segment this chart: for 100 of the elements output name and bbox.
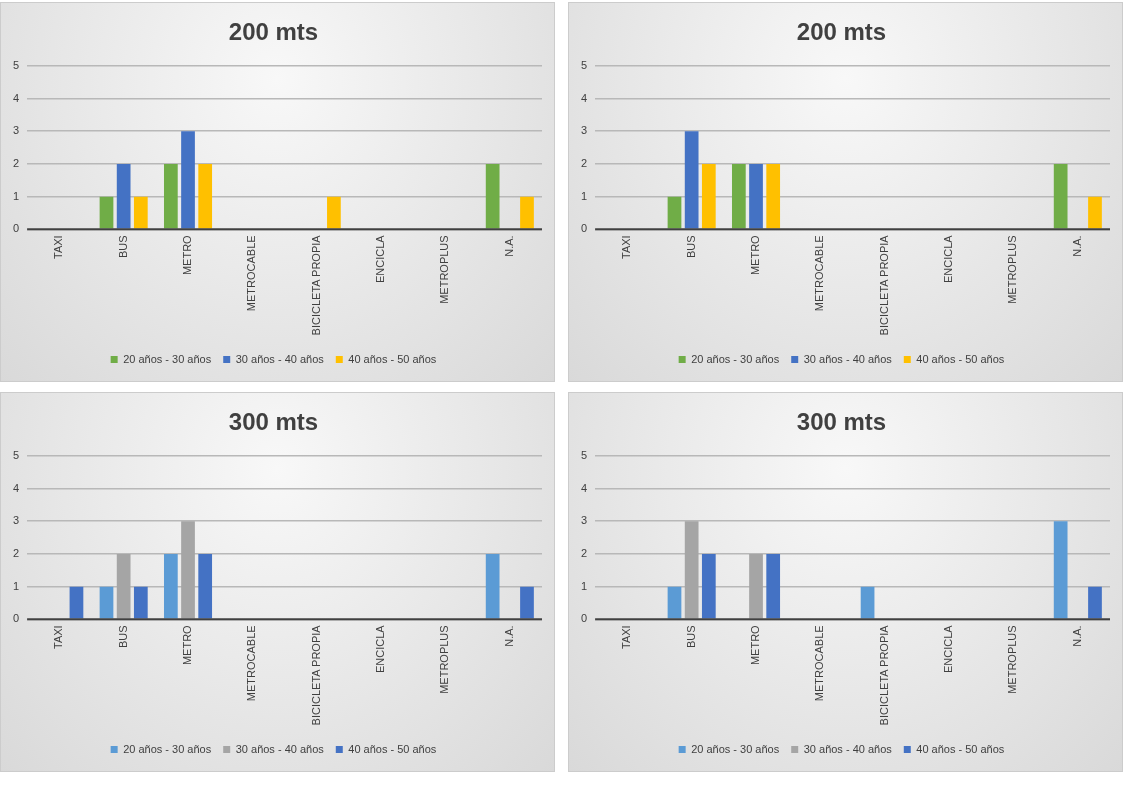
chart-title: 200 mts: [228, 18, 319, 46]
y-tick-label: 3: [12, 514, 20, 527]
bar: [1053, 163, 1068, 229]
bar: [684, 131, 699, 229]
x-tick-label: METRO: [749, 234, 762, 276]
legend-label: 20 años - 30 años: [123, 352, 212, 365]
bar: [860, 586, 875, 619]
bar: [163, 163, 178, 229]
y-tick-label: 4: [12, 481, 20, 494]
bar: [181, 521, 195, 619]
x-tick-label: METROCABLE: [813, 625, 826, 702]
bar: [116, 553, 131, 619]
bar: [198, 553, 213, 619]
x-tick-label: METROCABLE: [245, 235, 258, 312]
x-tick-label: BUS: [116, 625, 129, 648]
y-tick-label: 2: [580, 546, 588, 559]
y-tick-label: 2: [580, 156, 588, 169]
y-tick-label: 0: [12, 222, 20, 235]
chart-title: 200 mts: [796, 18, 887, 46]
x-tick-label: BICICLETA PROPIA: [309, 234, 322, 336]
x-tick-label: BUS: [684, 625, 697, 648]
x-tick-label: TAXI: [620, 625, 633, 649]
bar: [731, 163, 746, 229]
bar: [749, 163, 763, 229]
bar: [667, 196, 682, 229]
x-tick-label: TAXI: [52, 235, 65, 259]
y-tick-label: 3: [580, 124, 588, 137]
y-tick-label: 2: [12, 546, 20, 559]
x-tick-label: N.A.: [502, 625, 515, 647]
y-tick-label: 4: [580, 91, 588, 104]
x-tick-label: METROCABLE: [813, 235, 826, 312]
y-tick-label: 5: [580, 58, 588, 71]
y-tick-label: 5: [12, 58, 20, 71]
legend-label: 30 años - 40 años: [235, 742, 325, 755]
x-tick-label: METROPLUS: [438, 235, 451, 304]
bar: [99, 196, 114, 229]
y-tick-label: 5: [12, 448, 20, 461]
bar: [749, 553, 763, 619]
legend-label: 30 años - 40 años: [235, 352, 325, 365]
x-tick-label: METROPLUS: [438, 625, 451, 694]
bar: [766, 163, 781, 229]
x-tick-label: METRO: [181, 234, 194, 276]
x-tick-label: METRO: [181, 624, 194, 666]
y-tick-label: 1: [580, 189, 588, 202]
bar: [485, 163, 500, 229]
bar: [327, 196, 341, 229]
x-tick-label: TAXI: [620, 235, 633, 259]
legend-label: 40 años - 50 años: [916, 742, 1005, 755]
y-tick-label: 0: [580, 612, 588, 625]
y-tick-label: 0: [12, 612, 20, 625]
bar: [116, 163, 131, 229]
x-tick-label: BUS: [684, 235, 697, 258]
legend-label: 40 años - 50 años: [348, 742, 437, 755]
bar: [766, 553, 781, 619]
x-tick-label: N.A.: [1070, 625, 1083, 647]
legend-label: 20 años - 30 años: [691, 352, 780, 365]
legend-label: 40 años - 50 años: [348, 352, 437, 365]
legend-label: 30 años - 40 años: [803, 742, 893, 755]
legend-label: 40 años - 50 años: [916, 352, 1005, 365]
bar: [701, 553, 716, 619]
x-tick-label: METRO: [749, 624, 762, 666]
bar: [163, 553, 178, 619]
legend-label: 20 años - 30 años: [691, 742, 780, 755]
bar: [701, 163, 716, 229]
legend-label: 20 años - 30 años: [123, 742, 212, 755]
x-tick-label: BICICLETA PROPIA: [309, 624, 322, 726]
bar: [181, 131, 195, 229]
y-tick-label: 5: [580, 448, 588, 461]
x-tick-label: ENCICLA: [374, 624, 387, 674]
x-tick-label: TAXI: [52, 625, 65, 649]
x-tick-label: BICICLETA PROPIA: [877, 234, 890, 336]
x-tick-label: N.A.: [502, 235, 515, 257]
y-tick-label: 3: [12, 124, 20, 137]
x-tick-label: N.A.: [1070, 235, 1083, 257]
x-tick-label: METROCABLE: [245, 625, 258, 702]
bar: [1088, 196, 1102, 229]
bar: [485, 553, 500, 619]
y-tick-label: 4: [580, 481, 588, 494]
y-tick-label: 2: [12, 156, 20, 169]
x-tick-label: ENCICLA: [942, 624, 955, 674]
y-tick-label: 1: [580, 579, 588, 592]
chart-title: 300 mts: [228, 408, 319, 436]
bar: [133, 196, 148, 229]
bar: [520, 586, 534, 619]
bar: [684, 521, 699, 619]
legend-label: 30 años - 40 años: [803, 352, 893, 365]
bar: [133, 586, 148, 619]
x-tick-label: ENCICLA: [942, 234, 955, 284]
bar: [1088, 586, 1102, 619]
x-tick-label: METROPLUS: [1006, 625, 1019, 694]
bar: [1053, 521, 1068, 619]
y-tick-label: 1: [12, 189, 20, 202]
chart-title: 300 mts: [796, 408, 887, 436]
x-tick-label: BUS: [116, 235, 129, 258]
y-tick-label: 1: [12, 579, 20, 592]
y-tick-label: 4: [12, 91, 20, 104]
bar: [667, 586, 682, 619]
bar: [99, 586, 114, 619]
y-tick-label: 3: [580, 514, 588, 527]
x-tick-label: METROPLUS: [1006, 235, 1019, 304]
